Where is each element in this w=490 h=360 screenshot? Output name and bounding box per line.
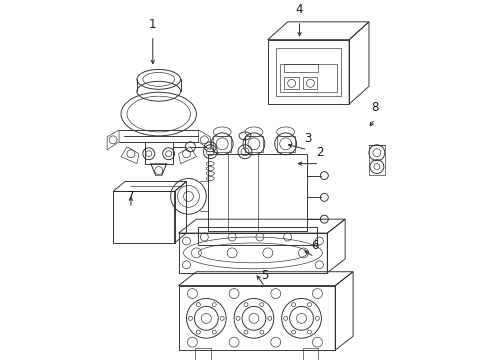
Bar bbox=[213, 136, 231, 152]
Bar bbox=[245, 136, 263, 152]
Bar bbox=[208, 154, 308, 231]
Text: 4: 4 bbox=[296, 3, 303, 16]
Text: 5: 5 bbox=[261, 269, 269, 282]
Text: 1: 1 bbox=[149, 18, 156, 31]
Bar bbox=[302, 348, 318, 360]
Text: 2: 2 bbox=[316, 146, 323, 159]
Bar bbox=[280, 64, 337, 92]
Bar bbox=[268, 40, 349, 104]
Bar bbox=[198, 227, 318, 245]
Text: 7: 7 bbox=[127, 190, 135, 203]
Bar bbox=[276, 48, 341, 96]
Text: 6: 6 bbox=[311, 239, 318, 252]
Bar bbox=[277, 136, 294, 152]
Bar bbox=[284, 77, 298, 89]
Bar bbox=[178, 233, 327, 273]
Bar bbox=[113, 192, 174, 243]
Bar bbox=[196, 348, 211, 360]
Text: 8: 8 bbox=[371, 101, 379, 114]
Bar bbox=[284, 64, 318, 72]
Bar bbox=[178, 285, 335, 350]
Bar bbox=[302, 77, 318, 89]
Text: 3: 3 bbox=[304, 132, 311, 145]
